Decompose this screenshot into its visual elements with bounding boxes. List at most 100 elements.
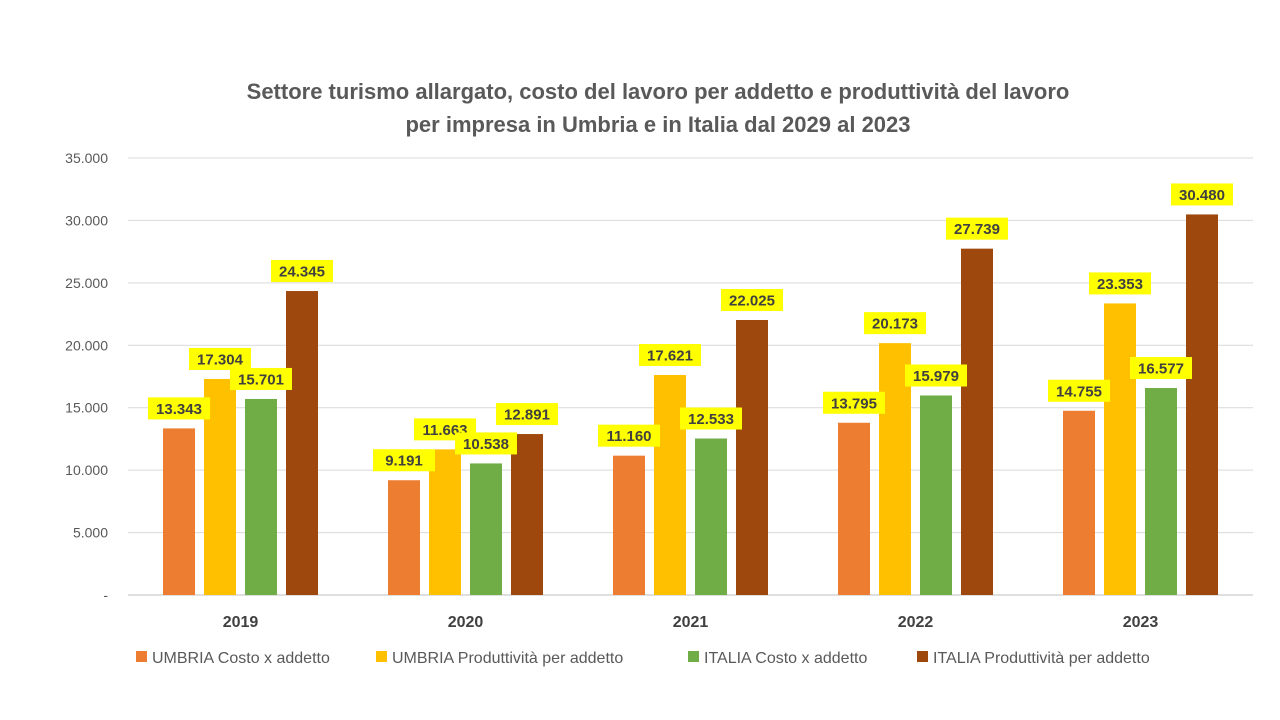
x-axis-ticks: 2019 2020 2021 2022 2023 [223, 614, 1159, 631]
y-tick-label: 35.000 [65, 150, 108, 166]
bar [1145, 388, 1177, 595]
chart-title-line-2: per impresa in Umbria e in Italia dal 20… [405, 112, 910, 137]
data-label-background [680, 407, 742, 430]
data-label: 20.173 [864, 312, 926, 335]
data-label-background [373, 449, 435, 472]
data-label-background [271, 260, 333, 283]
data-label-background [598, 424, 660, 447]
data-label-background [1089, 272, 1151, 295]
x-tick-label: 2020 [448, 614, 484, 631]
y-tick-label: 20.000 [65, 337, 108, 353]
data-label: 14.755 [1048, 379, 1110, 402]
data-label-background [1130, 357, 1192, 380]
bar [388, 480, 420, 595]
data-label-background [148, 397, 210, 420]
data-label-background [721, 289, 783, 312]
data-label-text: 10.538 [463, 436, 509, 453]
data-label: 22.025 [721, 289, 783, 312]
data-label: 17.621 [639, 343, 701, 366]
y-tick-label: 25.000 [65, 275, 108, 291]
bar [286, 291, 318, 595]
data-label: 15.701 [230, 367, 292, 390]
data-label-background [905, 364, 967, 387]
data-label-background [639, 343, 701, 366]
data-label-text: 16.577 [1138, 361, 1184, 378]
data-label-text: 15.979 [913, 368, 959, 385]
data-label: 23.353 [1089, 272, 1151, 295]
data-label-background [946, 217, 1008, 240]
x-tick-label: 2021 [673, 614, 709, 631]
bar [920, 395, 952, 595]
data-labels: 13.34317.30415.70124.3459.19111.66310.53… [148, 183, 1233, 472]
y-tick-label: 5.000 [73, 525, 108, 541]
data-label-background [189, 347, 251, 370]
data-label-text: 23.353 [1097, 276, 1143, 293]
bar [511, 434, 543, 595]
y-axis-ticks: - 5.000 10.000 15.000 20.000 25.000 30.000 35.0… [65, 150, 108, 603]
y-tick-label: 30.000 [65, 212, 108, 228]
data-label: 9.191 [373, 449, 435, 472]
data-label-text: 14.755 [1056, 383, 1102, 400]
data-label-background [823, 391, 885, 414]
data-label: 12.533 [680, 407, 742, 430]
data-label-text: 12.891 [504, 407, 550, 424]
bar [613, 455, 645, 595]
y-tick-label: 10.000 [65, 462, 108, 478]
data-label-background [496, 403, 558, 426]
data-label: 16.577 [1130, 357, 1192, 380]
bar [1186, 214, 1218, 595]
data-label-text: 11.160 [606, 428, 651, 445]
legend-label: UMBRIA Produttività per addetto [392, 650, 623, 667]
x-tick-label: 2022 [898, 614, 934, 631]
data-label-background [455, 432, 517, 455]
data-label: 15.979 [905, 364, 967, 387]
data-label-text: 17.621 [647, 347, 693, 364]
data-label-background [864, 312, 926, 335]
data-label-text: 13.343 [156, 401, 202, 418]
legend-swatch [688, 651, 699, 662]
legend-swatch [376, 651, 387, 662]
data-label-text: 17.304 [197, 351, 244, 368]
data-label-text: 13.795 [831, 395, 877, 412]
legend-label: UMBRIA Costo x addetto [152, 650, 330, 667]
data-label-text: 9.191 [385, 453, 423, 470]
legend-label: ITALIA Produttività per addetto [933, 650, 1150, 667]
x-tick-label: 2019 [223, 614, 259, 631]
bar [736, 320, 768, 595]
data-label: 13.343 [148, 397, 210, 420]
bar [695, 438, 727, 595]
legend-item: UMBRIA Produttività per addetto [376, 650, 623, 667]
data-label: 13.795 [823, 391, 885, 414]
legend-item: ITALIA Produttività per addetto [917, 650, 1150, 667]
data-label: 12.891 [496, 403, 558, 426]
data-label: 17.304 [189, 347, 251, 370]
legend: UMBRIA Costo x addetto UMBRIA Produttivit… [136, 650, 1150, 667]
data-label-background [1048, 379, 1110, 402]
bar [163, 428, 195, 595]
bar [961, 248, 993, 596]
bar [470, 463, 502, 595]
bar [429, 449, 461, 595]
data-label-background [1171, 183, 1233, 206]
data-label-text: 22.025 [729, 293, 775, 310]
data-label: 30.480 [1171, 183, 1233, 206]
data-label-background [230, 367, 292, 390]
bar [245, 398, 277, 595]
data-label-text: 24.345 [279, 264, 325, 281]
bar [1063, 410, 1095, 595]
x-tick-label: 2023 [1123, 614, 1159, 631]
data-label-text: 27.739 [954, 221, 1000, 238]
y-tick-label: - [103, 587, 108, 603]
chart-title: Settore turismo allargato, costo del lav… [247, 79, 1070, 137]
legend-swatch [136, 651, 147, 662]
bar [838, 422, 870, 595]
data-label-text: 20.173 [872, 316, 918, 333]
data-label: 10.538 [455, 432, 517, 455]
legend-item: UMBRIA Costo x addetto [136, 650, 330, 667]
chart-title-line-1: Settore turismo allargato, costo del lav… [247, 79, 1070, 104]
data-label: 11.160 [598, 424, 660, 447]
data-label-text: 30.480 [1179, 187, 1225, 204]
data-label: 27.739 [946, 217, 1008, 240]
data-label-text: 15.701 [238, 371, 284, 388]
